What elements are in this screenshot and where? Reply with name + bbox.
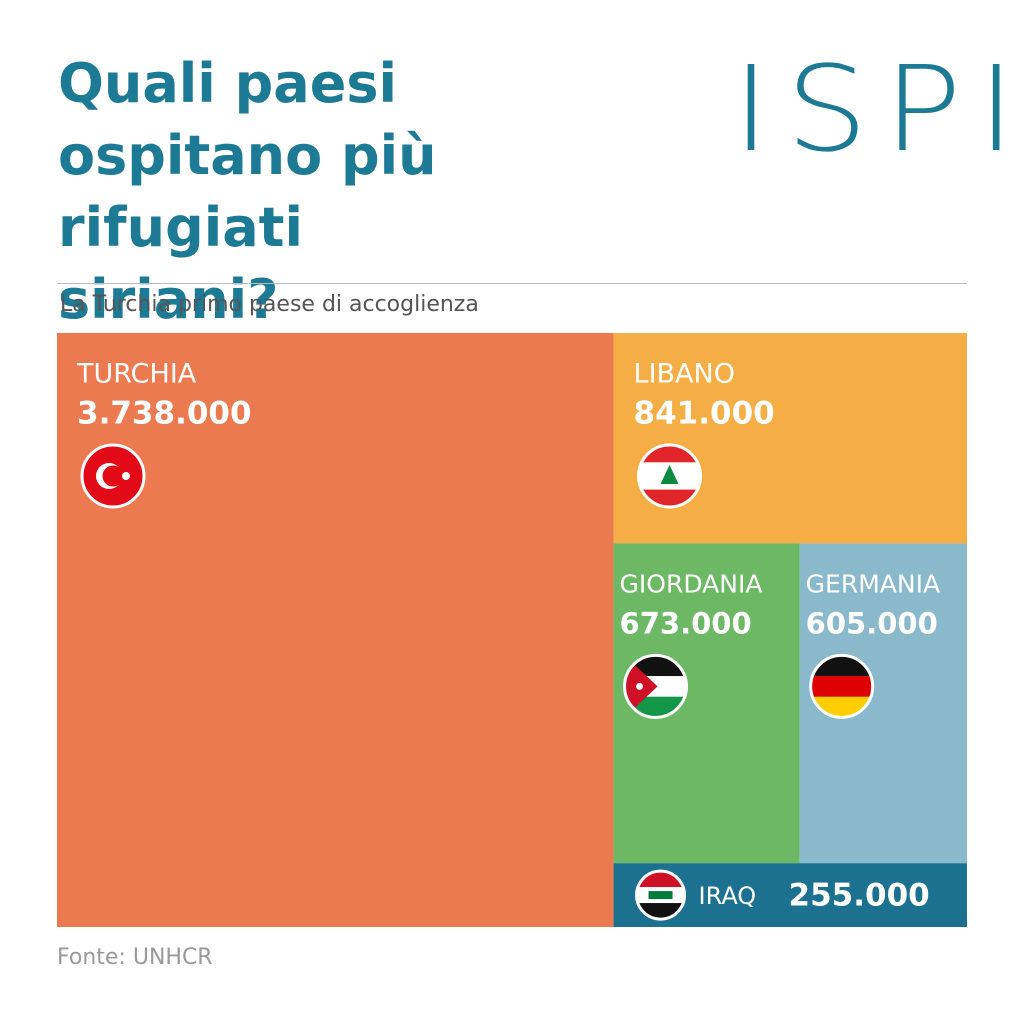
flag-stripe	[810, 676, 873, 697]
value-label: 3.738.000	[77, 396, 252, 432]
chart-title: Quali paesi ospitano più rifugiati siria…	[58, 52, 437, 331]
treemap-cell	[57, 333, 614, 927]
flag-border	[635, 869, 687, 921]
cell-label: TURCHIA	[76, 359, 197, 390]
cell-label: GIORDANIA	[620, 569, 763, 598]
flag-script	[648, 891, 673, 900]
flag-star	[636, 682, 644, 690]
flag-crescent-cut	[102, 465, 124, 487]
cell-label: LIBANO	[634, 359, 735, 390]
flag	[82, 445, 144, 507]
flag-border	[80, 443, 146, 509]
value-label: 605.000	[806, 606, 938, 640]
flag-border	[623, 653, 689, 719]
value-label: 673.000	[620, 606, 752, 640]
subtitle: La Turchia primo paese di accoglienza	[60, 292, 479, 317]
value-label: 841.000	[634, 396, 775, 432]
logo: ISPI	[732, 40, 1024, 178]
cell-label: GERMANIA	[806, 569, 940, 598]
flag-star	[122, 472, 130, 480]
flag-border	[637, 443, 703, 509]
cell-label: IRAQ	[699, 882, 757, 910]
divider	[57, 283, 967, 284]
source: Fonte: UNHCR	[57, 945, 213, 970]
flag-cedar	[660, 465, 679, 484]
value-label: 255.000	[789, 878, 930, 914]
flag-border	[809, 653, 875, 719]
